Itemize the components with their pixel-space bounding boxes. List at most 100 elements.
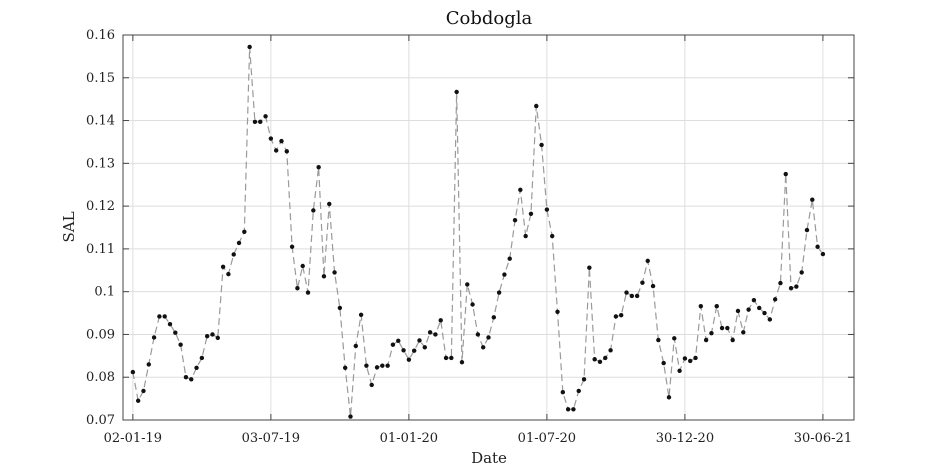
data-point [725,325,730,331]
data-point [141,388,146,394]
plot-frame [122,34,855,421]
data-point [597,359,603,365]
data-point [629,293,635,299]
data-point [459,360,465,365]
data-point [337,305,343,311]
data-point [465,282,470,287]
data-point [364,363,369,368]
y-tick-label: 0.15 [86,71,115,86]
data-point [480,345,486,350]
data-point [544,207,550,212]
data-point [502,272,507,277]
data-point [470,302,475,307]
data-point [698,304,704,309]
data-point [518,187,523,193]
y-tick-label: 0.16 [86,28,115,43]
data-point [385,363,390,368]
data-point [289,244,295,249]
x-axis: 02-01-19 03-07-19 01-01-20 01-07-20 30-12-20… [104,35,852,446]
data-point [321,274,327,279]
data-point [688,358,693,364]
data-point [194,365,199,371]
data-point [645,258,650,264]
data-point [788,286,794,291]
data-point [236,240,242,246]
y-tick-label: 0.12 [86,199,115,214]
data-point [242,229,247,234]
data-point [523,233,528,239]
y-tick-label: 0.13 [86,156,115,171]
data-point [677,368,682,374]
data-point [560,389,566,395]
data-point [534,103,539,109]
data-point [592,357,597,362]
data-point [374,365,380,370]
data-point [369,382,374,388]
data-point [417,338,422,343]
x-tick-label: 02-01-19 [104,431,162,446]
data-point [767,317,773,322]
data-point [438,318,443,323]
data-point [327,201,332,207]
data-point [661,360,666,366]
data-point [332,270,337,275]
data-point [396,338,401,344]
y-tick-label: 0.1 [94,285,115,300]
data-point [311,208,316,213]
data-point [284,149,289,154]
data-point [263,114,268,119]
data-point [576,388,581,394]
data-point [757,305,762,311]
data-point [411,348,417,353]
data-point [672,336,677,341]
data-point [550,233,555,239]
data-point [358,312,364,317]
data-point [682,356,688,361]
data-point [135,398,141,403]
x-tick-label: 30-12-20 [656,431,714,446]
data-point [199,355,205,361]
data-point [162,314,167,319]
data-point [810,197,815,202]
data-point [247,44,252,50]
data-point [449,355,454,361]
data-point [316,164,321,170]
x-axis-title: Date [471,449,507,467]
data-point [380,363,385,368]
data-point [783,171,788,177]
data-point [157,314,162,319]
data-point [555,309,560,314]
data-point [353,343,358,349]
data-point [619,312,624,318]
data-point [815,244,820,249]
y-tick-label: 0.09 [86,327,115,342]
data-point [496,290,502,295]
data-point [539,142,544,148]
data-point [746,307,751,312]
plot-area [130,44,826,419]
data-point [820,251,826,257]
data-point [656,337,661,343]
data-point [167,321,173,327]
data-point [401,348,406,353]
data-point [454,89,459,95]
x-tick-label: 01-01-20 [380,431,438,446]
data-point [342,365,348,371]
data-point [719,325,725,331]
y-tick-label: 0.11 [86,242,115,257]
data-point [762,310,767,316]
y-tick-label: 0.08 [86,370,115,385]
data-point [608,348,613,353]
data-point [640,280,645,285]
data-point [613,314,619,319]
data-point [799,270,804,275]
x-tick-label: 03-07-19 [242,431,300,446]
data-point [581,377,587,382]
data-point [603,355,608,361]
data-point [268,136,274,141]
data-point [252,119,258,125]
series-line [132,46,824,417]
data-point [730,337,735,343]
